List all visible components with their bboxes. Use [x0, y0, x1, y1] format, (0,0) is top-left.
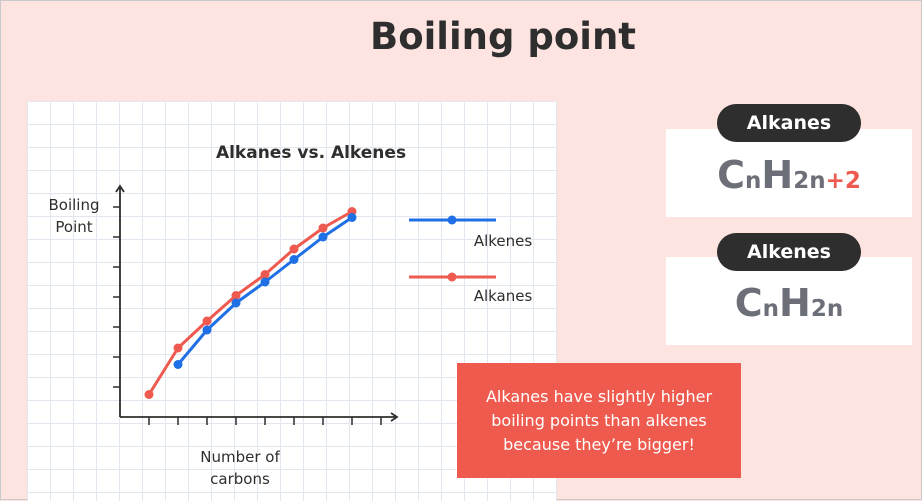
- alkanes-point: [144, 390, 154, 399]
- y-axis-label-line1: Boiling: [49, 196, 100, 214]
- formula-sub-n: n: [762, 296, 780, 322]
- alkenes-formula: CnH2n: [666, 281, 912, 325]
- y-axis-arrow: [115, 184, 125, 193]
- formula-sub-plus-two: +2: [825, 168, 861, 194]
- slide-title: Boiling point: [370, 15, 636, 58]
- explanation-callout: Alkanes have slightly higher boiling poi…: [457, 363, 741, 478]
- alkanes-point: [289, 244, 299, 254]
- alkenes-point: [347, 213, 357, 222]
- line-chart: Alkanes vs. Alkenes Boiling Point Number…: [49, 143, 533, 488]
- alkenes-pill: Alkenes: [717, 233, 861, 271]
- x-axis-label-line2: carbons: [210, 470, 270, 488]
- alkenes-point: [202, 325, 212, 335]
- chart-series: [144, 207, 357, 399]
- chart-title: Alkanes vs. Alkenes: [216, 143, 406, 163]
- graph-paper-panel: Alkanes vs. Alkenes Boiling Point Number…: [27, 101, 557, 501]
- alkenes-formula-card: [666, 257, 912, 345]
- chart-axes: [113, 184, 399, 425]
- alkanes-point: [202, 316, 212, 326]
- alkenes-point: [289, 255, 299, 264]
- alkanes-point: [260, 270, 270, 279]
- formula-carbon: C: [717, 153, 746, 197]
- alkanes-line: [147, 210, 353, 396]
- chart-legend: Alkenes Alkanes: [409, 215, 533, 305]
- formula-sub-2n: 2n: [810, 296, 844, 322]
- alkenes-point: [260, 277, 270, 287]
- legend-alkanes-label: Alkanes: [474, 287, 533, 305]
- y-axis-label-line2: Point: [55, 218, 92, 236]
- x-axis-label-line1: Number of: [200, 448, 280, 466]
- alkenes-point: [173, 360, 183, 369]
- alkanes-formula-card: [666, 129, 912, 217]
- formula-hydrogen: H: [761, 153, 794, 197]
- x-axis-arrow: [390, 412, 399, 422]
- alkanes-point: [318, 223, 328, 233]
- alkanes-pill: Alkanes: [717, 104, 861, 142]
- alkanes-formula: CnH2n+2: [666, 153, 912, 197]
- alkanes-point: [231, 291, 241, 300]
- legend-alkenes-label: Alkenes: [474, 232, 533, 250]
- legend-alkenes-marker: [447, 215, 457, 225]
- alkenes-point: [318, 232, 328, 242]
- alkenes-point: [231, 298, 241, 308]
- formula-hydrogen: H: [779, 281, 811, 325]
- formula-sub-2n: 2n: [793, 168, 826, 194]
- formula-sub-n: n: [745, 168, 762, 194]
- formula-carbon: C: [734, 281, 763, 325]
- alkanes-point: [173, 343, 183, 353]
- legend-alkanes-marker: [447, 272, 457, 282]
